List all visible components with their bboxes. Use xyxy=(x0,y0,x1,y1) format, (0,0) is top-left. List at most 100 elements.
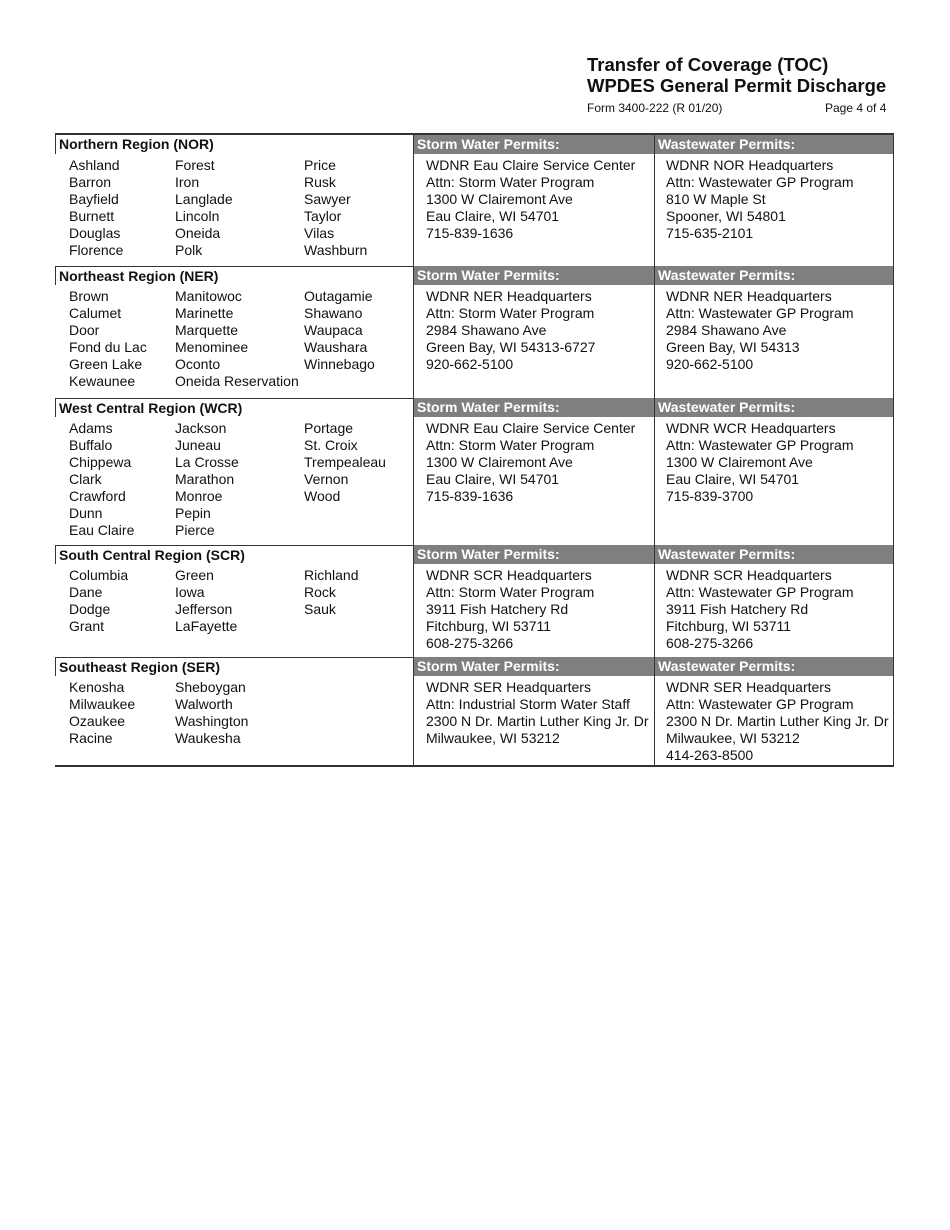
address-line: Attn: Wastewater GP Program xyxy=(666,305,854,321)
address-line: Eau Claire, WI 54701 xyxy=(426,471,560,487)
county-name: Douglas xyxy=(69,225,121,241)
address-line: 920-662-5100 xyxy=(426,356,514,372)
wastewater-address: WDNR SER Headquarters Attn: Wastewater GP… xyxy=(666,679,889,764)
county-name: Door xyxy=(69,322,100,338)
address-line: 608-275-3266 xyxy=(426,635,514,651)
county-name: Calumet xyxy=(69,305,122,321)
wastewater-header: Wastewater Permits: xyxy=(655,398,893,417)
column-divider xyxy=(654,135,655,765)
county-name: Ashland xyxy=(69,157,120,173)
address-line: Attn: Wastewater GP Program xyxy=(666,174,854,190)
county-name: Marinette xyxy=(175,305,234,321)
county-name: Buffalo xyxy=(69,437,113,453)
address-line: Attn: Storm Water Program xyxy=(426,305,595,321)
county-name: Brown xyxy=(69,288,109,304)
county-column: Richland Rock Sauk xyxy=(304,567,358,618)
county-name: La Crosse xyxy=(175,454,239,470)
county-name: Shawano xyxy=(304,305,363,321)
county-name: Oneida xyxy=(175,225,221,241)
address-line: Attn: Storm Water Program xyxy=(426,437,595,453)
county-name: Milwaukee xyxy=(69,696,136,712)
address-line: 810 W Maple St xyxy=(666,191,766,207)
address-line: 1300 W Clairemont Ave xyxy=(426,454,573,470)
address-line: Green Bay, WI 54313-6727 xyxy=(426,339,596,355)
address-line: WDNR SCR Headquarters xyxy=(666,567,832,583)
storm-water-address: WDNR Eau Claire Service Center Attn: Stor… xyxy=(426,157,635,242)
county-name: Pepin xyxy=(175,505,211,521)
county-name: Rock xyxy=(304,584,336,600)
county-name: Barron xyxy=(69,174,112,190)
county-name: Marathon xyxy=(175,471,235,487)
county-name: Dunn xyxy=(69,505,103,521)
county-name: Forest xyxy=(175,157,215,173)
form-number: Form 3400-222 (R 01/20) xyxy=(587,101,723,115)
address-line: Attn: Wastewater GP Program xyxy=(666,437,854,453)
address-line: WDNR Eau Claire Service Center xyxy=(426,420,636,436)
region-section: Northern Region (NOR) Storm Water Permits… xyxy=(55,135,893,266)
address-line: Green Bay, WI 54313 xyxy=(666,339,800,355)
county-column: Columbia Dane Dodge Grant xyxy=(69,567,128,635)
address-line: WDNR NER Headquarters xyxy=(426,288,592,304)
county-name: Bayfield xyxy=(69,191,119,207)
county-name: Ozaukee xyxy=(69,713,126,729)
county-column: Brown Calumet Door Fond du Lac Green Lake Kew… xyxy=(69,288,147,390)
county-name: Columbia xyxy=(69,567,129,583)
county-name: Menominee xyxy=(175,339,249,355)
county-name: LaFayette xyxy=(175,618,238,634)
county-name: Winnebago xyxy=(304,356,375,372)
address-line: 608-275-3266 xyxy=(666,635,754,651)
county-column: Jackson Juneau La Crosse Marathon Monroe Pepi… xyxy=(175,420,239,539)
address-line: 715-839-3700 xyxy=(666,488,754,504)
county-name: Dodge xyxy=(69,601,111,617)
page-number: Page 4 of 4 xyxy=(825,101,887,115)
storm-water-header: Storm Water Permits: xyxy=(414,266,654,285)
storm-water-header: Storm Water Permits: xyxy=(414,135,654,154)
county-column: Outagamie Shawano Waupaca Waushara Winnebago xyxy=(304,288,375,373)
address-line: Eau Claire, WI 54701 xyxy=(666,471,800,487)
address-line: Spooner, WI 54801 xyxy=(666,208,786,224)
county-name: Vilas xyxy=(304,225,335,241)
form-title: Transfer of Coverage (TOC) xyxy=(587,54,829,75)
address-line: 1300 W Clairemont Ave xyxy=(426,191,573,207)
region-name: Northeast Region (NER) xyxy=(55,266,413,285)
county-name: Adams xyxy=(69,420,113,436)
wastewater-address: WDNR NOR Headquarters Attn: Wastewater GP… xyxy=(666,157,854,242)
county-name: Wood xyxy=(304,488,341,504)
address-line: WDNR WCR Headquarters xyxy=(666,420,836,436)
address-line: 3911 Fish Hatchery Rd xyxy=(426,601,569,617)
address-line: 2984 Shawano Ave xyxy=(426,322,547,338)
region-section: West Central Region (WCR) Storm Water Per… xyxy=(55,398,893,545)
address-line: WDNR SCR Headquarters xyxy=(426,567,592,583)
county-name: Waushara xyxy=(304,339,368,355)
county-name: Sauk xyxy=(304,601,336,617)
county-name: Eau Claire xyxy=(69,522,135,538)
county-name: Washburn xyxy=(304,242,368,258)
county-name: Polk xyxy=(175,242,203,258)
address-line: WDNR SER Headquarters xyxy=(426,679,591,695)
county-name: Portage xyxy=(304,420,354,436)
county-name: Vernon xyxy=(304,471,349,487)
county-name: Sawyer xyxy=(304,191,351,207)
address-line: 2300 N Dr. Martin Luther King Jr. Dr xyxy=(666,713,889,729)
county-name: Pierce xyxy=(175,522,215,538)
county-name: Richland xyxy=(304,567,359,583)
region-name: Southeast Region (SER) xyxy=(55,657,413,676)
county-name: Oneida Reservation xyxy=(175,373,299,389)
form-subtitle: WPDES General Permit Discharge xyxy=(587,75,887,96)
county-name: Sheboygan xyxy=(175,679,246,695)
wastewater-address: WDNR WCR Headquarters Attn: Wastewater GP… xyxy=(666,420,854,505)
county-name: Price xyxy=(304,157,336,173)
county-column: Sheboygan Walworth Washington Waukesha xyxy=(175,679,248,747)
county-name: Taylor xyxy=(304,208,342,224)
storm-water-header: Storm Water Permits: xyxy=(414,657,654,676)
county-name: Green Lake xyxy=(69,356,143,372)
county-name: Chippewa xyxy=(69,454,132,470)
address-line: 1300 W Clairemont Ave xyxy=(666,454,813,470)
address-line: Attn: Wastewater GP Program xyxy=(666,584,854,600)
address-line: WDNR NER Headquarters xyxy=(666,288,832,304)
address-line: 715-839-1636 xyxy=(426,488,514,504)
county-name: Fond du Lac xyxy=(69,339,147,355)
address-line: Attn: Industrial Storm Water Staff xyxy=(426,696,630,712)
county-name: Juneau xyxy=(175,437,221,453)
region-name: South Central Region (SCR) xyxy=(55,545,413,564)
